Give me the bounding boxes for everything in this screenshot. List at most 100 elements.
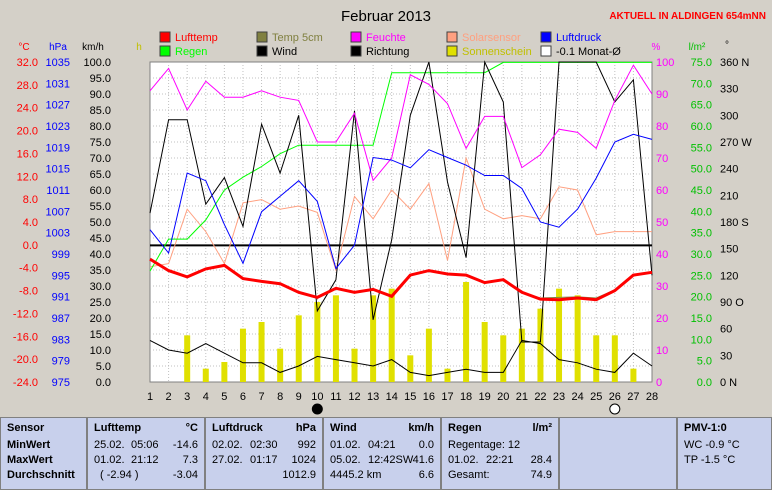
luftdruck-max-value: 1024 [291, 454, 316, 466]
rain-tick-label: 65.0 [691, 100, 712, 112]
sunshine-bar [239, 328, 246, 382]
moon-markers [311, 403, 621, 415]
luftdruck-min-date: 02.02. [212, 439, 243, 451]
temp-unit-label: °C [18, 42, 29, 53]
pressure-tick-label: 987 [52, 313, 70, 325]
sunshine-bar [611, 335, 618, 382]
series-line-feuchte [149, 64, 653, 182]
row-min-label: MinWert [7, 439, 51, 451]
lufttemp-min-time: 05:06 [131, 439, 159, 451]
series-line-wind [149, 339, 653, 377]
pmv-wind-chill: WC -0.9 °C [684, 439, 740, 451]
pressure-tick-label: 983 [52, 334, 70, 346]
lufttemp-avg-value: -3.04 [172, 469, 198, 481]
sunshine-bar [444, 368, 451, 382]
pressure-tick-label: 1007 [46, 206, 70, 218]
x-axis: 1 2 3 4 5 6 7 8 9 10 11 12 13 14 15 16 17 18 19 20 21 22 23 24 2… [147, 391, 658, 403]
rain-tick-label: 40.0 [691, 206, 712, 218]
sunshine-bars [184, 282, 637, 382]
rain-tick-label: 70.0 [691, 78, 712, 90]
legend-swatch [540, 31, 552, 43]
pressure-tick-label: 1015 [46, 164, 70, 176]
x-tick-label: 10 [311, 391, 323, 403]
x-tick-label: 21 [516, 391, 528, 403]
wind-tick-label: 70.0 [90, 153, 111, 165]
sunshine-bar [258, 322, 265, 382]
percent-tick-label: 90 [656, 89, 668, 101]
sensor-title: Sensor [7, 422, 45, 434]
sunshine-bar [295, 315, 302, 382]
series-line-richtung [149, 60, 653, 343]
regen-total-value: 74.9 [530, 469, 552, 481]
series-line-solarsensor [149, 156, 652, 272]
legend-label: Temp 5cm [272, 32, 323, 44]
panel-luftdruck: Luftdruck hPa 02.02. 02:30 992 27.02. 01… [205, 417, 323, 490]
pressure-tick-label: 1023 [46, 121, 70, 133]
series-lines [149, 60, 653, 377]
direction-tick-label: 210 [720, 190, 738, 202]
direction-tick-label: 120 [720, 270, 738, 282]
lufttemp-max-value: 7.3 [182, 454, 198, 466]
temp-tick-label: 4.0 [23, 217, 38, 229]
direction-tick-label: 150 [720, 244, 738, 256]
regen-days: Regentage: 12 [448, 439, 521, 451]
legend-label: Wind [272, 46, 297, 58]
wind-min-time: 04:21 [368, 439, 396, 451]
wind-tick-label: 60.0 [90, 185, 111, 197]
percent-tick-label: 50 [656, 217, 668, 229]
lufttemp-min-date: 25.02. [94, 439, 125, 451]
legend-swatch [159, 45, 171, 57]
temp-tick-label: -24.0 [13, 377, 38, 389]
x-tick-label: 24 [572, 391, 584, 403]
rain-tick-label: 35.0 [691, 228, 712, 240]
wind-max-time: 12:42SW [368, 454, 414, 466]
rain-tick-label: 5.0 [697, 356, 712, 368]
lufttemp-avg-note: ( -2.94 ) [100, 469, 139, 481]
panel-wind: Wind km/h 01.02. 04:21 0.0 05.02. 12:42S… [323, 417, 441, 490]
temp-tick-label: 16.0 [17, 148, 38, 160]
legend-label: Luftdruck [556, 32, 602, 44]
new-moon-icon [311, 403, 323, 415]
wind-min-date: 01.02. [330, 439, 361, 451]
percent-tick-label: 70 [656, 153, 668, 165]
x-tick-label: 4 [203, 391, 209, 403]
temp-tick-label: 12.0 [17, 171, 38, 183]
wind-tick-label: 100.0 [83, 57, 111, 69]
legend-label: Sonnenschein [462, 46, 532, 58]
percent-tick-label: 80 [656, 121, 668, 133]
temp-tick-label: 8.0 [23, 194, 38, 206]
rain-tick-label: 50.0 [691, 164, 712, 176]
luftdruck-min-value: 992 [297, 439, 316, 451]
pressure-tick-label: 999 [52, 249, 70, 261]
sunshine-bar [221, 362, 228, 382]
panel-empty [559, 417, 677, 490]
sunshine-bar [500, 335, 507, 382]
direction-tick-label: 90 O [720, 297, 744, 309]
percent-tick-label: 10 [656, 345, 668, 357]
percent-tick-label: 60 [656, 185, 668, 197]
rain-tick-label: 30.0 [691, 249, 712, 261]
wind-tick-label: 55.0 [90, 201, 111, 213]
x-tick-label: 7 [258, 391, 264, 403]
live-location-label: AKTUELL IN ALDINGEN 654mNN [609, 11, 766, 22]
x-tick-label: 26 [609, 391, 621, 403]
rain-tick-label: 55.0 [691, 142, 712, 154]
pressure-tick-label: 1027 [46, 100, 70, 112]
panel-regen: Regen l/m² Regentage: 12 01.02. 22:21 28… [441, 417, 559, 490]
right-axes: 100908070605040302010075.070.065.060.055… [656, 57, 752, 389]
wind-title: Wind [330, 422, 357, 434]
row-max-label: MaxWert [7, 454, 53, 466]
sunshine-bar [202, 368, 209, 382]
rain-tick-label: 20.0 [691, 292, 712, 304]
wind-tick-label: 95.0 [90, 73, 111, 85]
legend-swatch [159, 31, 171, 43]
regen-max-value: 28.4 [530, 454, 552, 466]
x-tick-label: 5 [221, 391, 227, 403]
rain-tick-label: 0.0 [697, 377, 712, 389]
legend-label: Feuchte [366, 32, 406, 44]
x-tick-label: 12 [348, 391, 360, 403]
sunshine-bar [370, 295, 377, 382]
rain-unit-label: l/m² [689, 42, 706, 53]
lufttemp-max-date: 01.02. [94, 454, 125, 466]
luftdruck-max-time: 01:17 [250, 454, 278, 466]
